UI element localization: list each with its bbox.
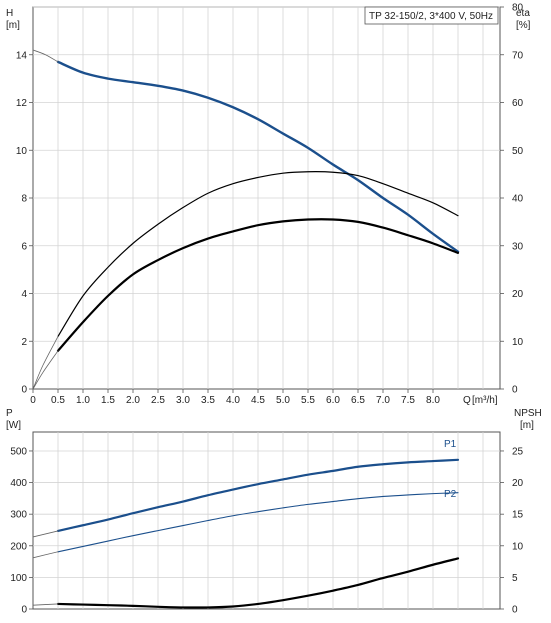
left-tick-label: 8 [21, 194, 27, 205]
chart-title-box [364, 6, 499, 25]
x-tick-label: 7.5 [401, 395, 415, 406]
x-axis-unit: [m³/h] [472, 395, 498, 406]
right-tick-label: 20 [512, 289, 524, 300]
series-line-1-2 [32, 530, 59, 538]
left-tick-label: 200 [10, 541, 27, 552]
top-right-axis-label: eta [516, 8, 530, 19]
right-tick-label: 80 [512, 3, 524, 14]
right-tick-label: 25 [512, 446, 524, 457]
left-tick-label: 4 [21, 289, 27, 300]
right-tick-label: 0 [512, 385, 518, 396]
x-tick-label: 4.5 [251, 395, 265, 406]
x-tick-label: 0.5 [51, 395, 65, 406]
x-tick-label: 1.5 [101, 395, 115, 406]
right-tick-label: 10 [512, 337, 524, 348]
left-tick-label: 0 [21, 385, 27, 396]
series-line-1-5 [32, 603, 59, 606]
x-tick-label: 2.0 [126, 395, 140, 406]
left-tick-label: 12 [16, 98, 28, 109]
series-label-p1: P1 [444, 439, 457, 450]
series-line-0-0 [56, 60, 460, 253]
series-line-0-5 [32, 350, 59, 390]
left-tick-label: 6 [21, 241, 27, 252]
x-tick-label: 6.0 [326, 395, 340, 406]
bottom-left-axis-unit: [W] [6, 420, 21, 431]
left-tick-label: 100 [10, 573, 27, 584]
x-tick-label: 7.0 [376, 395, 390, 406]
x-tick-label: 0 [30, 395, 36, 406]
left-tick-label: 300 [10, 510, 27, 521]
right-tick-label: 15 [512, 510, 524, 521]
right-tick-label: 70 [512, 50, 524, 61]
top-left-axis-label: H [6, 8, 13, 19]
x-axis-label: Q [463, 395, 471, 406]
top-left-axis-unit: [m] [6, 20, 20, 31]
x-tick-label: 4.0 [226, 395, 240, 406]
x-tick-label: 1.0 [76, 395, 90, 406]
left-tick-label: 400 [10, 478, 27, 489]
series-lines [32, 49, 460, 609]
left-tick-label: 10 [16, 146, 28, 157]
chart-title: TP 32-150/2, 3*400 V, 50Hz [369, 11, 493, 22]
bottom-right-axis-unit: [m] [520, 420, 534, 431]
bottom-left-axis-label: P [6, 408, 13, 419]
left-tick-label: 2 [21, 337, 27, 348]
series-line-0-4 [32, 336, 59, 390]
grid-lines [33, 6, 500, 609]
plot-frame [32, 431, 501, 610]
right-tick-label: 5 [512, 573, 518, 584]
right-tick-label: 30 [512, 241, 524, 252]
top-right-axis-unit: [%] [516, 20, 531, 31]
series-line-p2 [57, 492, 459, 553]
x-tick-label: 6.5 [351, 395, 365, 406]
series-line-1-3 [32, 551, 59, 559]
series-line-0-3 [56, 218, 460, 352]
right-tick-label: 20 [512, 478, 524, 489]
x-tick-label: 3.5 [201, 395, 215, 406]
right-tick-label: 50 [512, 146, 524, 157]
x-tick-label: 5.0 [276, 395, 290, 406]
right-tick-label: 10 [512, 541, 524, 552]
x-tick-label: 2.5 [151, 395, 165, 406]
series-line-0-2 [57, 171, 459, 338]
bottom-right-axis-label: NPSH [514, 408, 542, 419]
right-tick-label: 60 [512, 98, 524, 109]
right-tick-label: 40 [512, 194, 524, 205]
right-tick-label: 0 [512, 605, 518, 616]
series-line-1-4 [56, 557, 460, 609]
left-tick-label: 0 [21, 605, 27, 616]
series-line-p1 [56, 458, 460, 533]
left-tick-label: 14 [16, 50, 28, 61]
x-tick-label: 5.5 [301, 395, 315, 406]
x-tick-label: 3.0 [176, 395, 190, 406]
left-tick-label: 500 [10, 446, 27, 457]
series-label-p2: P2 [444, 489, 457, 500]
x-tick-label: 8.0 [426, 395, 440, 406]
series-line-0-1 [32, 49, 59, 63]
